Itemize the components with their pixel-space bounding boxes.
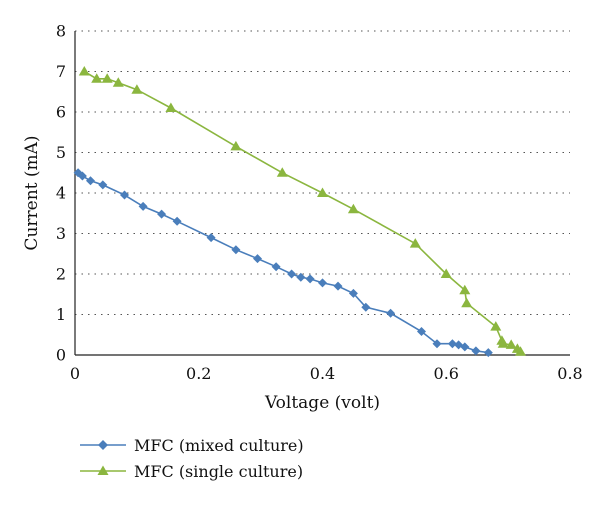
data-point — [347, 203, 359, 214]
legend-label: MFC (single culture) — [134, 461, 304, 481]
data-point — [206, 233, 216, 243]
legend-label: MFC (mixed culture) — [134, 435, 304, 455]
y-tick-label: 5 — [56, 143, 66, 162]
y-tick-label: 3 — [56, 224, 66, 243]
data-point — [361, 302, 371, 312]
y-tick-label: 1 — [56, 305, 66, 324]
y-tick-label: 4 — [56, 184, 66, 203]
y-tick-label: 7 — [56, 62, 66, 81]
data-point — [112, 77, 124, 87]
y-tick-label: 2 — [56, 265, 66, 284]
data-point — [91, 73, 103, 83]
data-point — [317, 187, 328, 197]
data-point — [98, 180, 108, 190]
data-point — [497, 338, 509, 348]
data-point — [271, 262, 281, 272]
x-tick-label: 0 — [70, 364, 80, 383]
data-point — [483, 348, 493, 358]
data-point — [157, 209, 167, 219]
data-point — [120, 190, 129, 200]
data-point — [230, 140, 242, 151]
y-tick-label: 0 — [56, 346, 66, 365]
data-point — [440, 268, 452, 278]
data-point — [77, 171, 87, 181]
data-point — [318, 278, 327, 288]
data-point — [296, 272, 306, 282]
data-point — [432, 339, 442, 349]
x-axis-label: Voltage (volt) — [264, 393, 380, 413]
legend-item-mixed: MFC (mixed culture) — [80, 432, 304, 458]
x-tick-label: 0.6 — [434, 364, 459, 383]
data-point — [172, 216, 182, 226]
legend: MFC (mixed culture) MFC (single culture) — [80, 432, 304, 484]
data-point — [490, 321, 502, 331]
data-point — [253, 254, 262, 264]
data-point — [86, 176, 95, 186]
x-tick-label: 0.8 — [557, 364, 582, 383]
data-point — [471, 346, 481, 356]
diamond-marker-icon — [80, 440, 126, 450]
data-point — [417, 327, 426, 336]
data-point — [409, 238, 421, 248]
data-point — [276, 167, 288, 177]
data-point — [386, 308, 396, 318]
data-point — [447, 339, 457, 349]
legend-item-single: MFC (single culture) — [80, 458, 304, 484]
y-axis-label: Current (mA) — [22, 135, 42, 250]
series-line — [77, 172, 489, 354]
data-point — [348, 288, 358, 298]
data-point — [138, 201, 148, 211]
data-point — [515, 346, 526, 356]
y-tick-label: 6 — [56, 103, 66, 122]
data-point — [231, 245, 241, 255]
series-line — [83, 70, 522, 353]
data-point — [459, 284, 471, 295]
data-point — [131, 84, 143, 94]
gridlines — [75, 30, 570, 315]
data-point — [505, 339, 517, 349]
data-point — [78, 66, 90, 76]
data-point — [165, 102, 177, 112]
data-point — [461, 297, 473, 308]
y-tick-label: 8 — [56, 22, 66, 41]
x-tick-label: 0.2 — [186, 364, 211, 383]
data-point — [287, 269, 297, 279]
data-point — [101, 73, 113, 83]
x-tick-label: 0.4 — [310, 364, 335, 383]
data-point — [460, 342, 470, 352]
triangle-marker-icon — [80, 465, 126, 475]
data-point — [305, 274, 315, 284]
plot-area — [73, 66, 526, 358]
data-point — [333, 281, 343, 291]
tick-labels: 0 1 2 3 4 5 6 7 8 0 0.2 0.4 0.6 0.8 — [56, 22, 583, 384]
